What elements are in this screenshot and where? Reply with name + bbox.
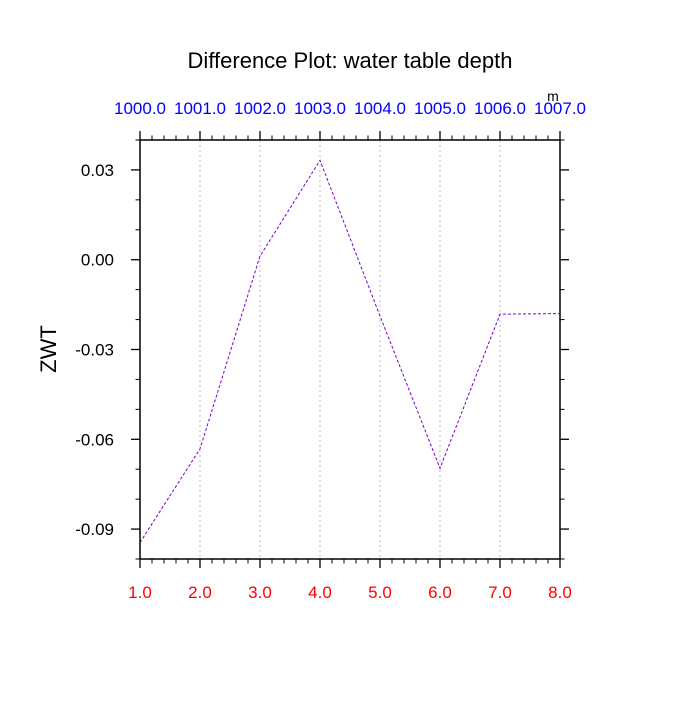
y-axis-label: ZWT [36, 325, 61, 373]
x-tick-label: 2.0 [188, 583, 212, 602]
grid-layer [199, 140, 501, 559]
y-tick-label: -0.09 [75, 520, 114, 539]
data-point [499, 313, 501, 315]
top-tick-label: 1003.0 [294, 99, 346, 118]
y-tick-label: 0.00 [81, 251, 114, 270]
series-layer [139, 159, 561, 543]
x-tick-label: 1.0 [128, 583, 152, 602]
data-point [319, 160, 321, 162]
x-tick-label: 7.0 [488, 583, 512, 602]
y-tick-label: 0.03 [81, 161, 114, 180]
x-tick-label: 4.0 [308, 583, 332, 602]
x-tick-label: 5.0 [368, 583, 392, 602]
x-tick-label: 3.0 [248, 583, 272, 602]
data-point [439, 468, 441, 470]
series-line [139, 159, 561, 543]
top-tick-label: 1001.0 [174, 99, 226, 118]
data-point [379, 315, 381, 317]
x-tick-label: 8.0 [548, 583, 572, 602]
plot-frame [139, 139, 561, 560]
axis-layer [131, 131, 569, 568]
chart-title: Difference Plot: water table depth [188, 48, 513, 73]
data-point [199, 448, 201, 450]
top-tick-label: 1005.0 [414, 99, 466, 118]
data-point [259, 255, 261, 257]
top-tick-label: 1007.0 [534, 99, 586, 118]
top-tick-label: 1004.0 [354, 99, 406, 118]
top-tick-label: 1006.0 [474, 99, 526, 118]
top-axis-units: m [547, 88, 559, 104]
y-tick-label: -0.06 [75, 430, 114, 449]
tick-label-layer: 1.0 2.0 3.0 4.0 5.0 6.0 7.0 8.0 1000.0 1001.0 1002… [75, 99, 586, 602]
x-tick-label: 6.0 [428, 583, 452, 602]
top-tick-label: 1002.0 [234, 99, 286, 118]
y-tick-label: -0.03 [75, 341, 114, 360]
top-tick-label: 1000.0 [114, 99, 166, 118]
